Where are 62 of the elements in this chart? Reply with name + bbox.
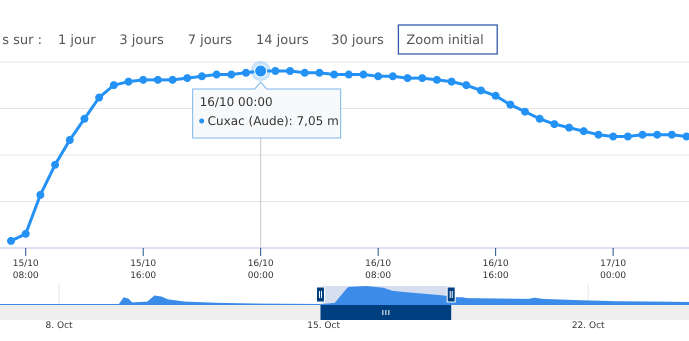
point — [418, 74, 426, 82]
point — [550, 120, 558, 128]
point — [580, 127, 588, 136]
point — [476, 86, 485, 94]
point — [168, 76, 177, 84]
point — [448, 78, 456, 86]
text: 7 jours — [188, 33, 232, 48]
point — [242, 68, 250, 77]
text: Zoom initial — [406, 33, 484, 48]
point — [404, 74, 412, 82]
point — [110, 81, 118, 90]
point — [22, 230, 30, 238]
point — [638, 130, 646, 139]
x-tick-label: 15/10 08:00 — [12, 259, 39, 281]
text: 14 jours — [256, 33, 309, 48]
point — [624, 132, 632, 140]
text: 3 jours — [119, 33, 164, 48]
point — [330, 70, 338, 79]
point — [286, 67, 294, 75]
point — [344, 70, 353, 79]
point — [653, 130, 662, 139]
point — [80, 114, 88, 123]
point — [594, 130, 602, 139]
point — [315, 68, 324, 77]
x-tick-label: 17/10 00:00 — [600, 259, 626, 281]
point — [183, 74, 192, 82]
point — [492, 92, 500, 100]
x-tick-label: 15/10 16:00 — [130, 259, 156, 281]
point — [462, 81, 470, 90]
point — [668, 130, 676, 139]
point — [227, 70, 236, 79]
text: 1 jour — [58, 33, 96, 48]
point — [565, 124, 574, 132]
annotation: 16/10 00:00 Cuxac (Aude): 7,05 m — [200, 95, 339, 128]
x-tick-label: 22. Oct — [572, 321, 606, 331]
text: s sur : — [2, 33, 42, 48]
point — [66, 136, 74, 144]
point — [609, 132, 618, 140]
point — [300, 68, 309, 77]
point — [271, 67, 280, 75]
point — [521, 108, 530, 116]
text: 30 jours — [331, 33, 384, 48]
x-tick-label: 16/10 16:00 — [482, 259, 509, 281]
point — [7, 236, 16, 245]
point — [139, 76, 148, 84]
point — [212, 70, 221, 79]
point — [198, 72, 206, 80]
x-tick-label: 16/10 08:00 — [365, 259, 392, 281]
point — [154, 76, 162, 84]
point — [374, 72, 382, 80]
point — [36, 190, 44, 199]
point — [432, 76, 441, 84]
point — [124, 78, 132, 86]
x-tick-label: 15. Oct — [307, 321, 340, 331]
point — [388, 72, 397, 80]
point — [536, 114, 544, 123]
point — [95, 94, 104, 102]
x-tick-label: 16/10 00:00 — [248, 259, 274, 281]
point — [506, 100, 514, 109]
point — [359, 70, 368, 79]
point — [51, 160, 60, 169]
x-tick-label: 8. Oct — [46, 321, 74, 331]
